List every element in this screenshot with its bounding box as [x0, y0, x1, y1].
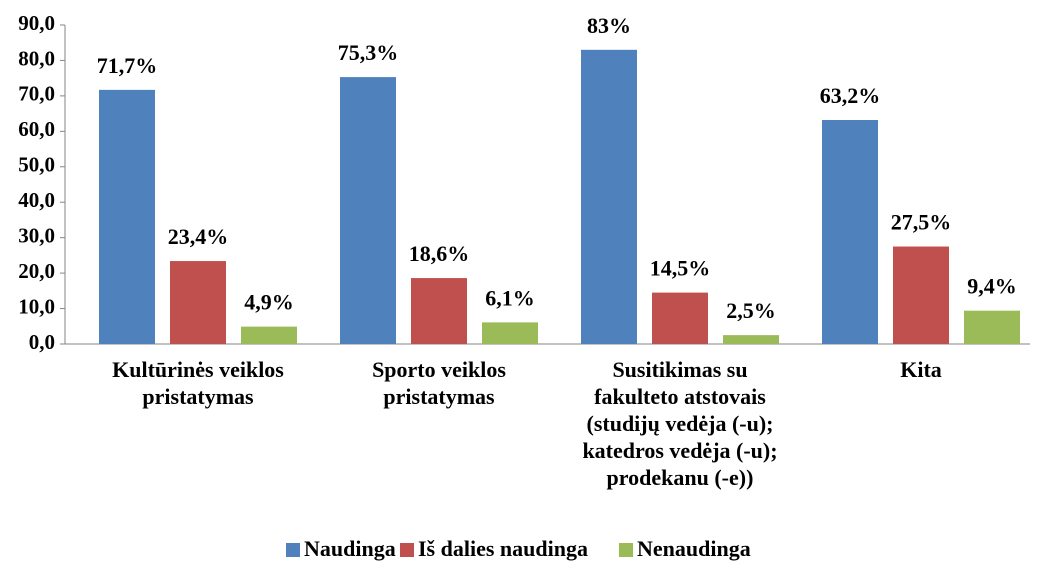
bar: [581, 49, 637, 345]
legend-swatch: [286, 543, 300, 557]
bar: [340, 77, 396, 344]
x-tick-label: Kultūrinės veiklos pristatymas: [112, 357, 284, 409]
bar: [411, 278, 467, 344]
bar: [482, 322, 538, 344]
x-tick-line: fakulteto atstovais: [594, 384, 766, 409]
legend-label: Iš dalies naudinga: [418, 536, 588, 561]
x-tick-line: (studijų vedėja (-u);: [587, 411, 774, 436]
bar: [893, 246, 949, 344]
x-tick-label: Kita: [900, 357, 942, 382]
legend-swatch: [400, 543, 414, 557]
value-label: 23,4%: [168, 224, 229, 249]
value-label: 63,2%: [820, 83, 881, 108]
x-tick-line: Kultūrinės veiklos: [112, 357, 284, 382]
value-label: 9,4%: [967, 274, 1017, 299]
bar: [964, 310, 1020, 344]
y-tick-label: 50,0: [18, 153, 55, 177]
bar: [652, 292, 708, 344]
y-tick-label: 40,0: [18, 188, 55, 212]
bar: [170, 261, 226, 344]
bar: [822, 119, 878, 344]
y-tick-label: 80,0: [18, 46, 55, 70]
bar: [99, 89, 155, 344]
y-tick-label: 70,0: [18, 82, 55, 106]
x-tick-line: Sporto veiklos: [372, 357, 506, 382]
value-label: 83%: [587, 13, 631, 38]
x-tick-line: pristatymas: [142, 384, 254, 409]
x-tick-label: Susitikimas su fakulteto atstovais (studij…: [582, 357, 777, 490]
legend-label: Naudinga: [304, 536, 396, 561]
legend-label: Nenaudinga: [637, 536, 751, 561]
y-tick-label: 30,0: [18, 223, 55, 247]
x-tick-line: prodekanu (-e)): [607, 465, 754, 490]
y-tick-label: 0,0: [29, 330, 55, 354]
value-label: 18,6%: [409, 241, 470, 266]
value-label: 4,9%: [244, 290, 294, 315]
value-label: 2,5%: [726, 298, 776, 323]
x-tick-line: katedros vedėja (-u);: [582, 438, 777, 463]
value-label: 6,1%: [485, 285, 535, 310]
x-tick-label: Sporto veiklos pristatymas: [372, 357, 506, 409]
value-label: 27,5%: [891, 210, 952, 235]
x-tick-line: Kita: [900, 357, 942, 382]
value-label: 14,5%: [650, 256, 711, 281]
legend-swatch: [619, 543, 633, 557]
x-tick-line: pristatymas: [383, 384, 495, 409]
y-tick-label: 10,0: [18, 294, 55, 318]
bar: [723, 335, 779, 344]
y-tick-label: 60,0: [18, 117, 55, 141]
value-label: 71,7%: [97, 53, 158, 78]
y-tick-label: 90,0: [18, 11, 55, 35]
value-label: 75,3%: [338, 40, 399, 65]
y-tick-label: 20,0: [18, 259, 55, 283]
x-tick-line: Susitikimas su: [612, 357, 747, 382]
bar: [241, 326, 297, 344]
